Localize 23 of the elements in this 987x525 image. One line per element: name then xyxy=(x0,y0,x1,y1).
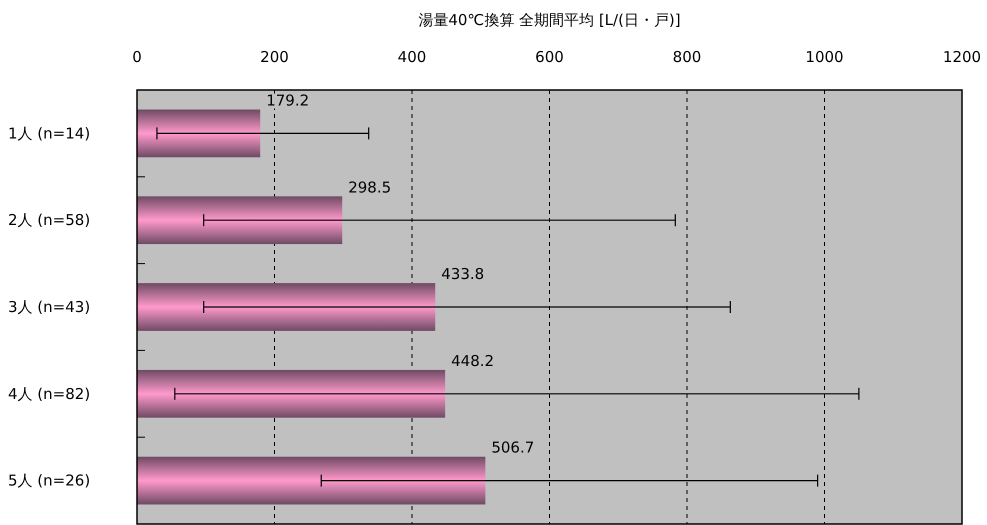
y-tick-label: 1人 (n=14) xyxy=(8,124,90,142)
data-label: 433.8 xyxy=(441,265,484,284)
data-label: 448.2 xyxy=(451,352,494,370)
y-tick-label: 5人 (n=26) xyxy=(8,472,90,490)
data-label: 298.5 xyxy=(348,178,392,196)
bar xyxy=(137,110,260,158)
bar xyxy=(137,370,446,418)
x-tick-label: 1200 xyxy=(942,48,982,66)
y-tick-label: 2人 (n=58) xyxy=(8,211,90,230)
x-tick-label: 200 xyxy=(260,48,289,66)
data-label: 179.2 xyxy=(266,92,310,110)
x-tick-label: 0 xyxy=(132,48,142,66)
bar xyxy=(137,283,436,331)
y-tick-label: 4人 (n=82) xyxy=(8,384,90,403)
x-axis-title: 湯量40℃換算 全期間平均 [L/(日・戸)] xyxy=(418,11,681,29)
data-label: 506.7 xyxy=(491,438,534,457)
x-tick-label: 800 xyxy=(672,48,702,66)
x-tick-label: 400 xyxy=(398,48,426,66)
bar xyxy=(137,456,486,504)
bar xyxy=(137,196,342,244)
y-tick-label: 3人 (n=43) xyxy=(8,298,90,316)
x-tick-label: 1000 xyxy=(805,48,844,66)
x-tick-label: 600 xyxy=(535,48,564,66)
